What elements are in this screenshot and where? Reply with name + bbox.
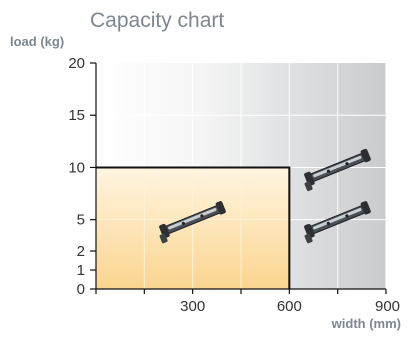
y-tick-label: 1 [77, 262, 85, 279]
slide-rail-icon [304, 201, 371, 244]
y-tick-label: 15 [68, 107, 85, 124]
slide-rail-icon [159, 201, 226, 244]
axes [90, 62, 387, 294]
y-tick-label: 20 [68, 55, 85, 72]
y-tick-label: 10 [68, 159, 85, 176]
slide-rail-icon [304, 148, 371, 192]
y-tick-label: 5 [77, 212, 85, 229]
capacity-regions [96, 166, 291, 289]
y-tick-label: 2 [77, 243, 85, 260]
y-axis-title: load (kg) [10, 34, 64, 49]
x-tick-label: 900 [375, 298, 400, 315]
y-tick-labels: 0 1 2 5 10 15 20 [68, 55, 85, 298]
x-axis-title: width (mm) [331, 316, 401, 331]
x-tick-label: 300 [180, 298, 205, 315]
capacity-boundary [96, 166, 291, 289]
chart-title: Capacity chart [90, 9, 224, 32]
product-icons [159, 148, 371, 244]
x-tick-label: 600 [277, 298, 302, 315]
y-tick-label: 0 [77, 281, 85, 298]
x-tick-labels: 300 600 900 [180, 298, 400, 315]
